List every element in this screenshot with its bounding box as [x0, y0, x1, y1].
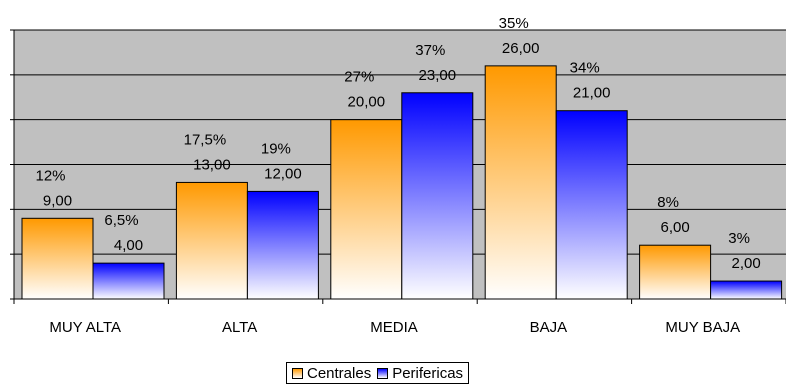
legend-label-centrales: Centrales [307, 364, 372, 382]
value-label-perifericas: 4,00 [114, 237, 143, 254]
value-label-perifericas: 12,00 [264, 165, 302, 182]
legend-item-centrales: Centrales [292, 365, 371, 382]
bar-centrales [21, 217, 94, 300]
percent-label-centrales: 27% [344, 69, 374, 86]
value-label-perifericas: 2,00 [731, 255, 760, 272]
value-label-centrales: 13,00 [193, 156, 231, 173]
legend-swatch-perifericas [377, 367, 389, 379]
bar-centrales [484, 65, 557, 300]
percent-label-perifericas: 19% [261, 140, 291, 157]
bar-centrales [330, 119, 403, 300]
legend-swatch-centrales [292, 367, 303, 379]
value-label-perifericas: 21,00 [573, 85, 611, 102]
x-tick-label: BAJA [530, 319, 568, 336]
legend-item-perifericas: Perifericas [377, 365, 463, 382]
x-tick-label: MUY BAJA [665, 319, 740, 336]
bar-perifericas [401, 92, 474, 300]
x-tick-label: ALTA [222, 319, 257, 336]
bar-perifericas [92, 262, 165, 300]
value-label-perifericas: 23,00 [419, 67, 457, 84]
value-label-centrales: 26,00 [502, 40, 540, 57]
percent-label-centrales: 35% [499, 15, 529, 32]
percent-label-centrales: 17,5% [184, 131, 227, 148]
bars [21, 65, 783, 300]
percent-label-perifericas: 3% [728, 230, 750, 247]
x-tick-labels: MUY ALTA ALTA MEDIA BAJA MUY BAJA [49, 319, 740, 336]
legend: Centrales Perifericas [286, 362, 470, 384]
percent-label-perifericas: 34% [570, 60, 600, 77]
bar-centrales [639, 244, 712, 300]
legend-label-perifericas: Perifericas [392, 364, 464, 382]
percent-label-centrales: 12% [35, 167, 65, 184]
percent-label-centrales: 8% [657, 194, 679, 211]
value-label-centrales: 9,00 [43, 192, 72, 209]
value-label-centrales: 20,00 [348, 94, 386, 111]
x-tick-label: MUY ALTA [49, 319, 121, 336]
percent-label-perifericas: 6,5% [104, 212, 138, 229]
bar-perifericas [555, 110, 628, 300]
value-label-centrales: 6,00 [660, 219, 689, 236]
bar-perifericas [710, 280, 783, 300]
data-labels: 9,00 12% 4,00 6,5% 13,00 17,5% 12,00 19% 20,00 27… [35, 15, 760, 272]
x-tick-label: MEDIA [370, 319, 418, 336]
percent-label-perifericas: 37% [415, 42, 445, 59]
bar-perifericas [246, 190, 319, 300]
bar-centrales [175, 181, 248, 300]
